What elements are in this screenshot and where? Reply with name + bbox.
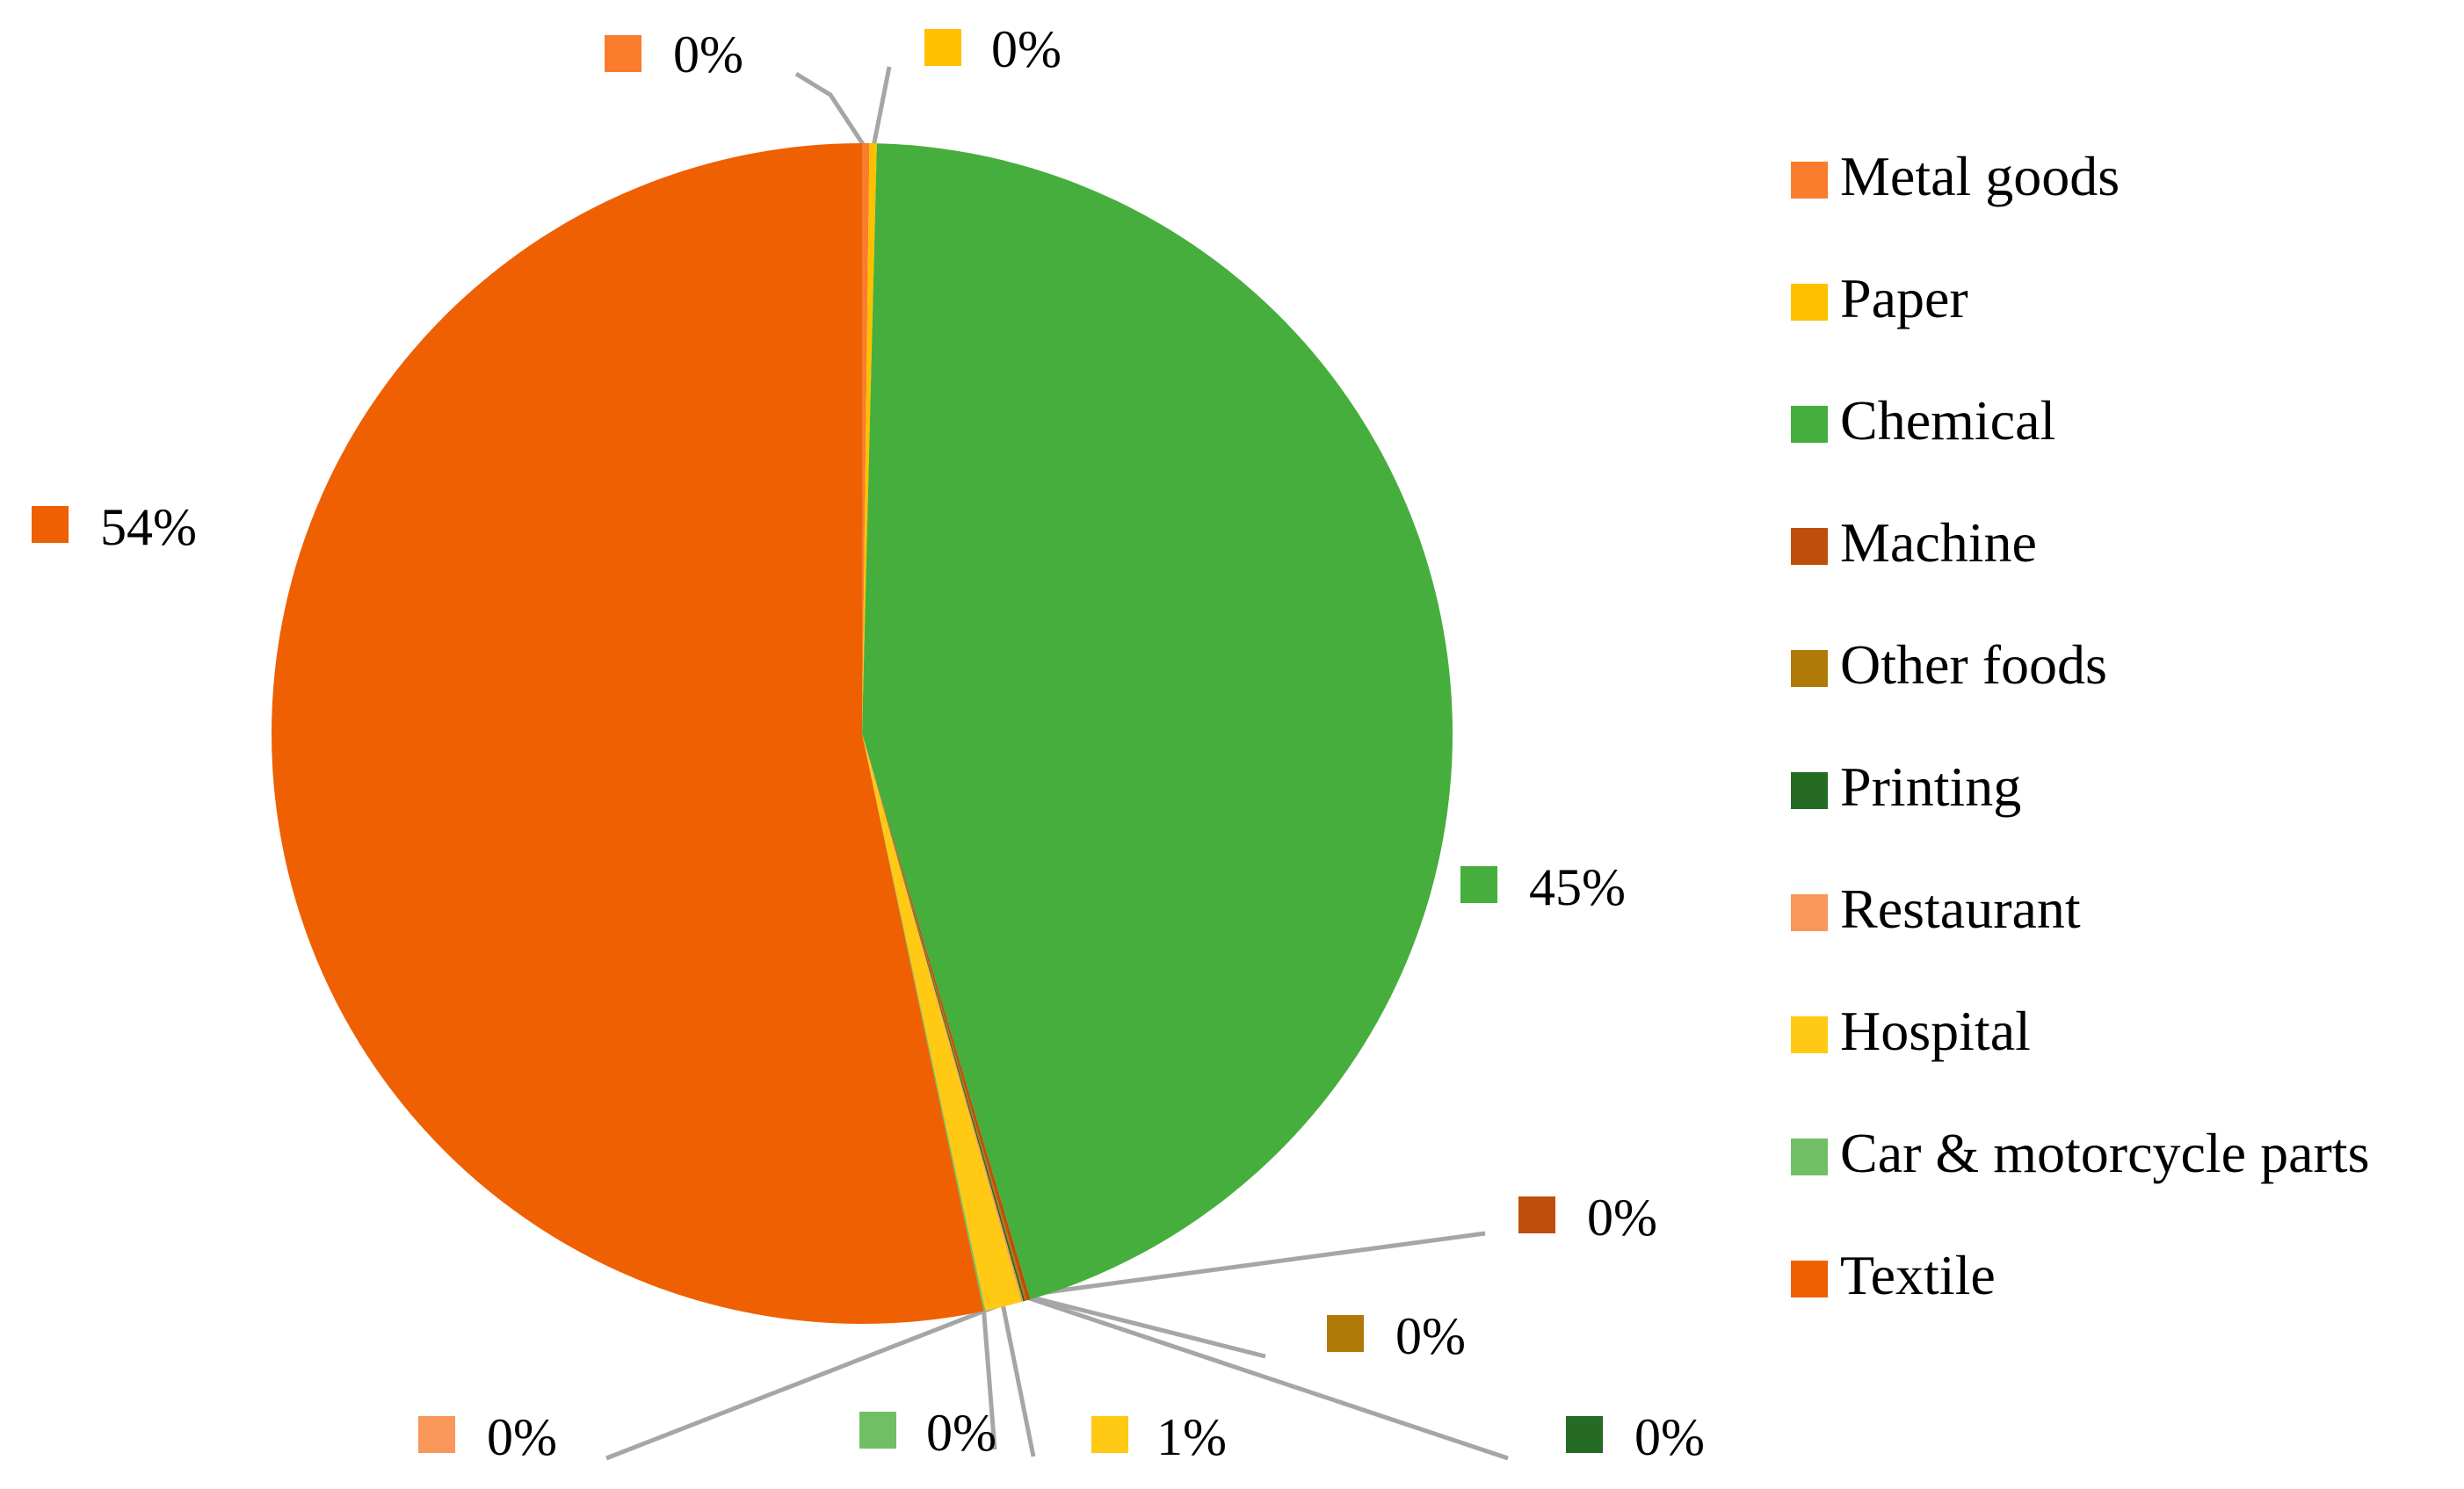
data-label-paper: 0% [991,20,1062,78]
legend-swatch-machine [1791,528,1828,565]
legend-item-textile: Textile [1791,1244,1996,1306]
data-labels: 0% 0% 45% 0% 0% 0% 0% 1% 0% 54% [32,20,1705,1466]
data-label-metal-goods: 0% [673,25,743,83]
data-label-marker-car-motorcycle-parts [859,1412,896,1449]
legend-label-chemical: Chemical [1840,389,2055,452]
legend-item-chemical: Chemical [1791,389,2055,452]
data-label-machine: 0% [1587,1189,1657,1247]
slice-restaurant [862,734,1024,1303]
data-label-marker-chemical [1460,866,1497,903]
data-label-printing: 0% [1634,1408,1705,1466]
data-label-marker-printing [1566,1416,1603,1453]
legend-label-other-foods: Other foods [1840,633,2107,696]
legend-swatch-car-motorcycle-parts [1791,1138,1828,1175]
data-label-marker-metal-goods [605,35,641,72]
leader-line-restaurant [605,1294,1022,1461]
legend-item-car-motorcycle-parts: Car & motorcycle parts [1791,1122,2369,1184]
legend-label-textile: Textile [1840,1244,1996,1306]
slice-printing [862,734,1025,1302]
slice-other-foods [862,734,1027,1301]
leader-line-car-motorcycle-parts [981,1305,997,1450]
leader-line-paper [871,66,892,149]
legend-item-hospital: Hospital [1791,1000,2031,1062]
legend-swatch-metal-goods [1791,162,1828,199]
data-label-other-foods: 0% [1395,1307,1466,1365]
data-label-marker-paper [924,29,961,66]
legend-item-restaurant: Restaurant [1791,878,2081,940]
legend-label-car-motorcycle-parts: Car & motorcycle parts [1840,1122,2369,1184]
legend-label-printing: Printing [1840,755,2021,818]
slice-hospital [862,734,1022,1312]
data-label-chemical: 45% [1529,858,1626,916]
slice-paper [862,143,877,734]
data-label-marker-textile [32,506,69,543]
data-label-hospital: 1% [1156,1408,1227,1466]
legend-swatch-other-foods [1791,650,1828,687]
slice-machine [862,734,1031,1301]
slice-chemical [862,143,1453,1300]
leader-line-machine [1026,1231,1486,1297]
legend-swatch-printing [1791,772,1828,809]
legend-item-metal-goods: Metal goods [1791,145,2120,207]
data-label-textile: 54% [100,498,197,556]
legend-item-other-foods: Other foods [1791,633,2107,696]
data-label-marker-other-foods [1327,1315,1364,1352]
legend-swatch-restaurant [1791,894,1828,931]
slice-metal-goods [862,142,870,734]
pie-slices [272,142,1453,1324]
legend: Metal goods Paper Chemical Machine Other foo… [1791,145,2369,1306]
data-label-marker-restaurant [418,1416,455,1453]
leader-line-other-foods [1024,1293,1266,1359]
legend-label-restaurant: Restaurant [1840,878,2081,940]
legend-label-paper: Paper [1840,267,1968,329]
data-label-car-motorcycle-parts: 0% [926,1404,996,1462]
leader-line-printing [1022,1294,1509,1461]
legend-item-paper: Paper [1791,267,1968,329]
legend-label-metal-goods: Metal goods [1840,145,2120,207]
legend-label-machine: Machine [1840,511,2037,574]
legend-item-printing: Printing [1791,755,2021,818]
data-label-marker-hospital [1091,1416,1128,1453]
data-label-marker-machine [1518,1196,1555,1233]
slice-textile [272,143,984,1324]
legend-swatch-textile [1791,1261,1828,1297]
slice-car-motorcycle-parts [862,734,986,1312]
legend-label-hospital: Hospital [1840,1000,2031,1062]
legend-item-machine: Machine [1791,511,2037,574]
leader-line-hospital [1000,1301,1036,1457]
legend-swatch-hospital [1791,1016,1828,1053]
data-label-restaurant: 0% [487,1408,557,1466]
leader-line-metal-goods [794,71,868,150]
legend-swatch-paper [1791,284,1828,321]
legend-swatch-chemical [1791,406,1828,443]
leader-lines [605,66,1509,1461]
